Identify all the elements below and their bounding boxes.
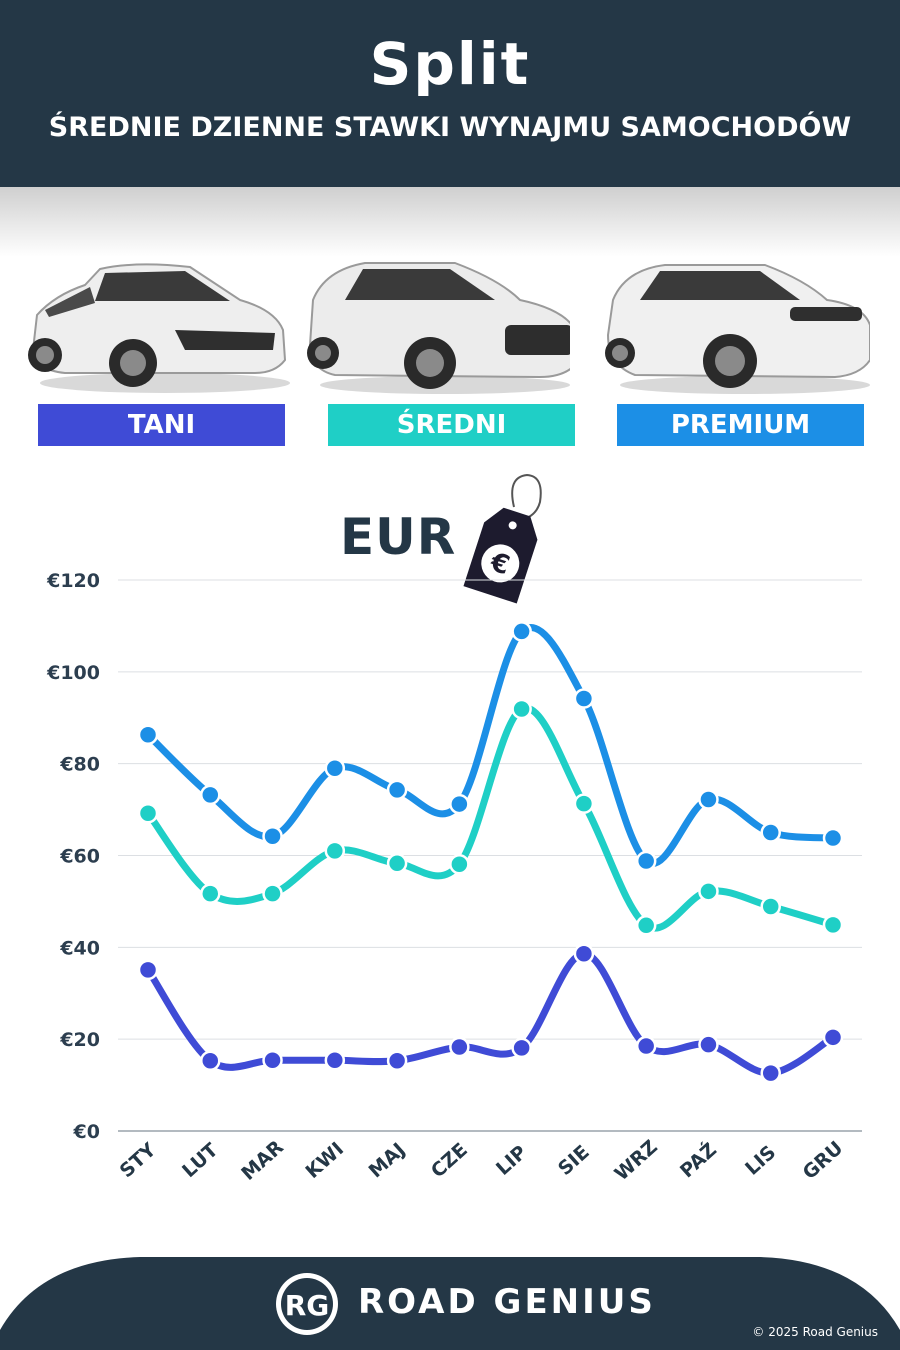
suv-car-image	[307, 262, 570, 394]
page-subtitle: ŚREDNIE DZIENNE STAWKI WYNAJMU SAMOCHODÓ…	[48, 112, 852, 143]
data-point	[324, 1050, 346, 1071]
data-point	[137, 724, 159, 745]
data-point	[200, 883, 221, 904]
x-tick-label: LIP	[492, 1141, 531, 1180]
x-tick-label: WRZ	[610, 1136, 661, 1185]
data-point	[698, 1034, 719, 1055]
data-point	[511, 1037, 532, 1059]
data-point	[760, 1062, 781, 1084]
data-point	[822, 914, 844, 936]
header-banner	[0, 0, 900, 187]
x-tick-label: LIS	[741, 1141, 780, 1179]
footer-banner	[0, 1257, 900, 1350]
y-tick-label: €60	[59, 846, 100, 868]
hatchback-car-image	[28, 263, 290, 393]
category-badge-premium: PREMIUM	[617, 404, 864, 446]
y-tick-label: €0	[73, 1121, 100, 1143]
category-badge-tani: TANI	[38, 404, 285, 446]
copyright-text: © 2025 Road Genius	[752, 1325, 878, 1339]
data-point	[449, 853, 470, 875]
data-point	[449, 1036, 470, 1058]
x-tick-label: CZE	[427, 1139, 472, 1183]
data-point	[760, 896, 781, 917]
x-tick-label: SIE	[554, 1141, 594, 1180]
data-point	[386, 853, 408, 874]
x-tick-label: MAJ	[365, 1139, 410, 1183]
y-tick-label: €80	[59, 754, 100, 776]
y-tick-label: €120	[46, 570, 100, 592]
currency-label: EUR	[340, 508, 457, 566]
x-tick-label: PAŹ	[675, 1138, 721, 1182]
data-point	[822, 827, 844, 849]
y-tick-label: €40	[59, 937, 100, 959]
page-title: Split	[369, 30, 531, 98]
data-point	[262, 825, 283, 847]
data-point	[200, 1050, 221, 1071]
data-point	[386, 1050, 408, 1071]
data-point	[511, 698, 532, 720]
data-point	[449, 793, 470, 815]
data-point	[324, 758, 346, 779]
data-point	[200, 784, 221, 806]
data-point	[511, 621, 532, 642]
data-point	[635, 1035, 657, 1057]
y-tick-label: €20	[59, 1029, 100, 1051]
road-genius-logo-icon: RG	[276, 1273, 338, 1335]
data-point	[698, 789, 719, 810]
series-line	[144, 950, 837, 1077]
data-point	[760, 822, 781, 843]
data-point	[822, 1027, 844, 1048]
x-tick-label: KWI	[302, 1138, 348, 1183]
data-point	[386, 779, 408, 801]
data-point	[698, 881, 719, 902]
x-tick-label: LUT	[178, 1139, 222, 1182]
category-badge-sredni: ŚREDNI	[328, 404, 575, 446]
data-point	[635, 850, 657, 872]
data-point	[573, 688, 595, 709]
y-tick-label: €100	[46, 662, 100, 684]
data-point	[573, 943, 595, 965]
logo-text: RG	[285, 1289, 330, 1322]
data-point	[324, 840, 346, 862]
data-point	[137, 959, 159, 981]
brand-name: ROAD GENIUS	[358, 1282, 656, 1322]
x-tick-label: STY	[116, 1139, 161, 1183]
series-line	[144, 624, 837, 867]
data-point	[262, 1050, 283, 1071]
header-shadow	[0, 187, 900, 257]
series-layer	[137, 621, 844, 1084]
gridlines	[118, 579, 862, 1132]
data-point	[573, 793, 595, 814]
data-point	[137, 803, 159, 824]
x-axis-ticks: STY LUT MAR KWI MAJ CZE LIP SIE WRZ PAŹ LIS GRU	[116, 1136, 848, 1185]
rental-rates-line-chart: €0 €20 €40 €60 €80 €100 €120 STY LUT MAR KWI MAJ CZ…	[46, 570, 862, 1185]
y-axis-ticks: €0 €20 €40 €60 €80 €100 €120	[46, 570, 100, 1143]
data-point	[635, 915, 657, 936]
series-line	[144, 704, 837, 932]
x-tick-label: MAR	[237, 1136, 288, 1185]
premium-suv-car-image	[605, 264, 870, 394]
data-point	[262, 883, 283, 904]
x-tick-label: GRU	[799, 1137, 848, 1184]
